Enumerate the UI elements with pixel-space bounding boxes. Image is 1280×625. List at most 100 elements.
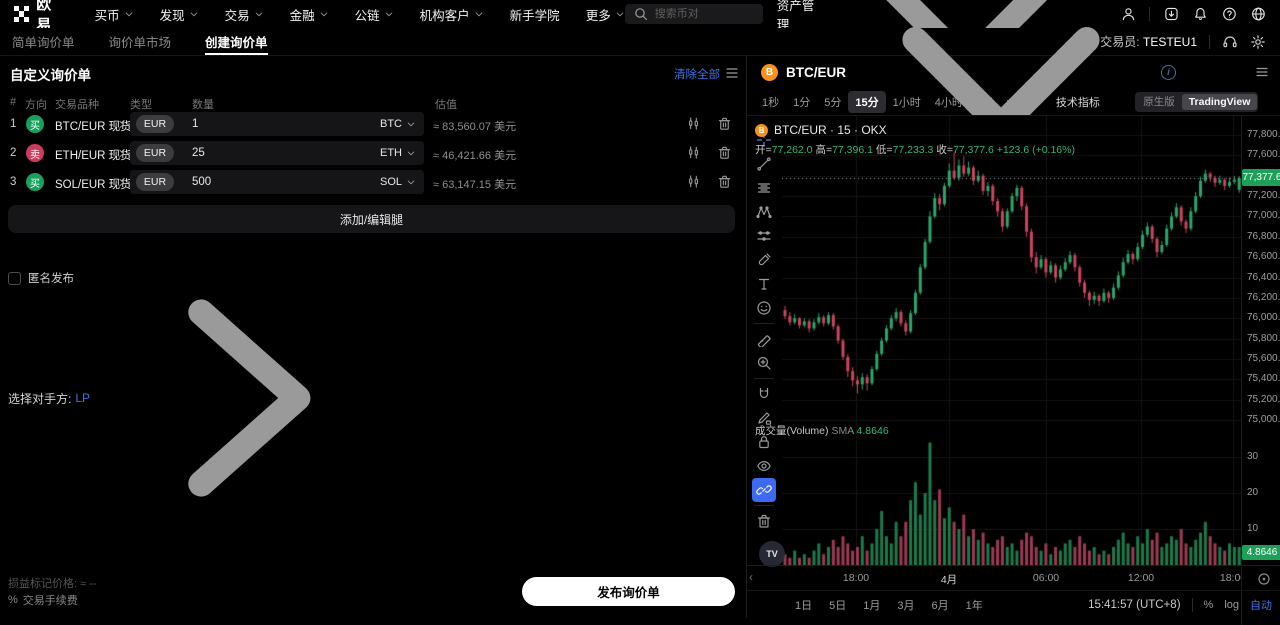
info-icon[interactable]: i xyxy=(1161,65,1176,80)
list-icon[interactable] xyxy=(724,65,740,81)
tab-0[interactable]: 简单询价单 xyxy=(12,28,75,55)
orderbook-icon[interactable] xyxy=(686,145,701,160)
menu-icon[interactable] xyxy=(1254,64,1270,80)
chevron-down-icon[interactable] xyxy=(1005,96,1017,108)
magnet-icon[interactable] xyxy=(752,382,776,406)
tab-1[interactable]: 询价单市场 xyxy=(109,28,172,55)
nav-item-2[interactable]: 交易 xyxy=(225,5,264,24)
log-scale-button[interactable]: log xyxy=(1224,599,1239,611)
ruler-icon[interactable] xyxy=(752,327,776,351)
unit-selector[interactable]: BTC xyxy=(380,112,416,136)
price-tick: 77,600.0 xyxy=(1247,149,1280,160)
trash-icon[interactable] xyxy=(717,116,732,131)
unit-selector[interactable]: SOL xyxy=(380,170,416,194)
nav-item-4[interactable]: 公链 xyxy=(355,5,394,24)
side-badge: 买 xyxy=(26,115,44,133)
auto-scale-button[interactable]: 自动 xyxy=(1250,597,1272,613)
range-0[interactable]: 1日 xyxy=(795,597,812,613)
zoom-in-icon[interactable] xyxy=(752,351,776,375)
clock[interactable]: 15:41:57 (UTC+8) xyxy=(1088,599,1180,611)
type-pill[interactable]: EUR xyxy=(136,115,174,133)
quantity-input[interactable]: 25 xyxy=(192,141,205,165)
chevron-right-icon[interactable] xyxy=(116,119,127,130)
support-icon[interactable] xyxy=(1222,34,1238,50)
quantity-input[interactable]: 500 xyxy=(192,170,211,194)
chevron-right-icon[interactable] xyxy=(116,148,127,159)
clear-all-link[interactable]: 清除全部 xyxy=(674,66,720,82)
indicators-label[interactable]: 技术指标 xyxy=(1056,94,1100,110)
tab-2[interactable]: 创建询价单 xyxy=(205,28,268,55)
timeframe-4[interactable]: 1小时 xyxy=(886,91,928,113)
orderbook-icon[interactable] xyxy=(686,174,701,189)
chart-legend: B BTC/EUR · 15 · OKX xyxy=(755,123,887,137)
globe-icon[interactable] xyxy=(1251,6,1266,22)
price-axis[interactable]: 77,377.6 4.8646 77,800.077,600.077,200.0… xyxy=(1241,116,1280,625)
leg-value: ≈ 63,147.15 美元 xyxy=(433,176,516,192)
download-icon[interactable] xyxy=(1164,6,1179,22)
trash-icon[interactable] xyxy=(717,174,732,189)
price-tick: 77,800.0 xyxy=(1247,129,1280,140)
chevron-right-icon[interactable] xyxy=(116,177,127,188)
mode-option-1[interactable]: TradingView xyxy=(1182,94,1258,110)
nav-item-5[interactable]: 机构客户 xyxy=(420,5,484,24)
timeframe-6[interactable]: 1日 xyxy=(970,91,1001,113)
quantity-input[interactable]: 1 xyxy=(192,112,198,136)
chart-symbol[interactable]: BTC/EUR xyxy=(786,65,846,80)
search-input[interactable] xyxy=(655,8,755,20)
text-icon[interactable] xyxy=(752,272,776,296)
range-1[interactable]: 5日 xyxy=(829,597,846,613)
range-2[interactable]: 1月 xyxy=(863,597,880,613)
nav-item-7[interactable]: 更多 xyxy=(586,5,625,24)
chevron-down-icon xyxy=(615,9,625,19)
range-3[interactable]: 3月 xyxy=(897,597,914,613)
fullscreen-icon[interactable] xyxy=(1266,94,1267,110)
link-icon[interactable] xyxy=(752,478,776,502)
nav-item-1[interactable]: 发现 xyxy=(160,5,199,24)
xabcd-icon[interactable] xyxy=(752,200,776,224)
bell-icon[interactable] xyxy=(1193,6,1208,22)
anonymous-row: 匿名发布 xyxy=(8,270,74,286)
unit-selector[interactable]: ETH xyxy=(380,141,416,165)
timeframe-3[interactable]: 15分 xyxy=(848,91,885,113)
percent-scale-button[interactable]: % xyxy=(1204,599,1214,611)
page-title: 自定义询价单 xyxy=(10,64,91,84)
type-pill[interactable]: EUR xyxy=(136,144,174,162)
timeframe-2[interactable]: 5分 xyxy=(817,91,848,113)
nav-item-0[interactable]: 买币 xyxy=(95,5,134,24)
trash-icon[interactable] xyxy=(752,509,776,533)
pattern-icon[interactable] xyxy=(752,224,776,248)
help-icon[interactable] xyxy=(1222,6,1237,22)
mode-option-0[interactable]: 原生版 xyxy=(1136,92,1182,111)
range-5[interactable]: 1年 xyxy=(966,597,983,613)
leg-index: 1 xyxy=(10,118,16,130)
nav-item-6[interactable]: 新手学院 xyxy=(510,5,560,24)
search-box[interactable] xyxy=(625,4,763,24)
target-icon[interactable] xyxy=(1256,571,1272,587)
type-pill[interactable]: EUR xyxy=(136,173,174,191)
trash-icon[interactable] xyxy=(717,145,732,160)
timeframe-5[interactable]: 4小时 xyxy=(928,91,970,113)
chart-settings-gear-icon[interactable] xyxy=(1107,94,1108,110)
divider xyxy=(754,378,774,379)
timeframe-0[interactable]: 1秒 xyxy=(755,91,786,113)
add-leg-button[interactable]: 添加/编辑腿 xyxy=(8,205,735,233)
eye-icon[interactable] xyxy=(752,454,776,478)
gear-icon[interactable] xyxy=(1250,34,1266,50)
publish-rfq-button[interactable]: 发布询价单 xyxy=(522,577,735,606)
tradingview-watermark[interactable]: TV xyxy=(759,541,785,567)
orderbook-icon[interactable] xyxy=(686,116,701,131)
fib-icon[interactable] xyxy=(752,176,776,200)
counterparty-value[interactable]: LP xyxy=(75,391,90,405)
nav-item-3[interactable]: 金融 xyxy=(290,5,329,24)
candlestick-chart[interactable] xyxy=(782,116,1241,565)
candle-style-icon[interactable] xyxy=(1026,94,1027,110)
range-4[interactable]: 6月 xyxy=(932,597,949,613)
emoji-icon[interactable] xyxy=(752,296,776,320)
time-tick: 18:00 xyxy=(1211,572,1241,584)
compare-scale-icon[interactable] xyxy=(1130,94,1131,110)
indicators-icon[interactable] xyxy=(1048,94,1049,110)
anonymous-checkbox[interactable] xyxy=(8,272,21,285)
timeframe-1[interactable]: 1分 xyxy=(786,91,817,113)
brush-icon[interactable] xyxy=(752,248,776,272)
